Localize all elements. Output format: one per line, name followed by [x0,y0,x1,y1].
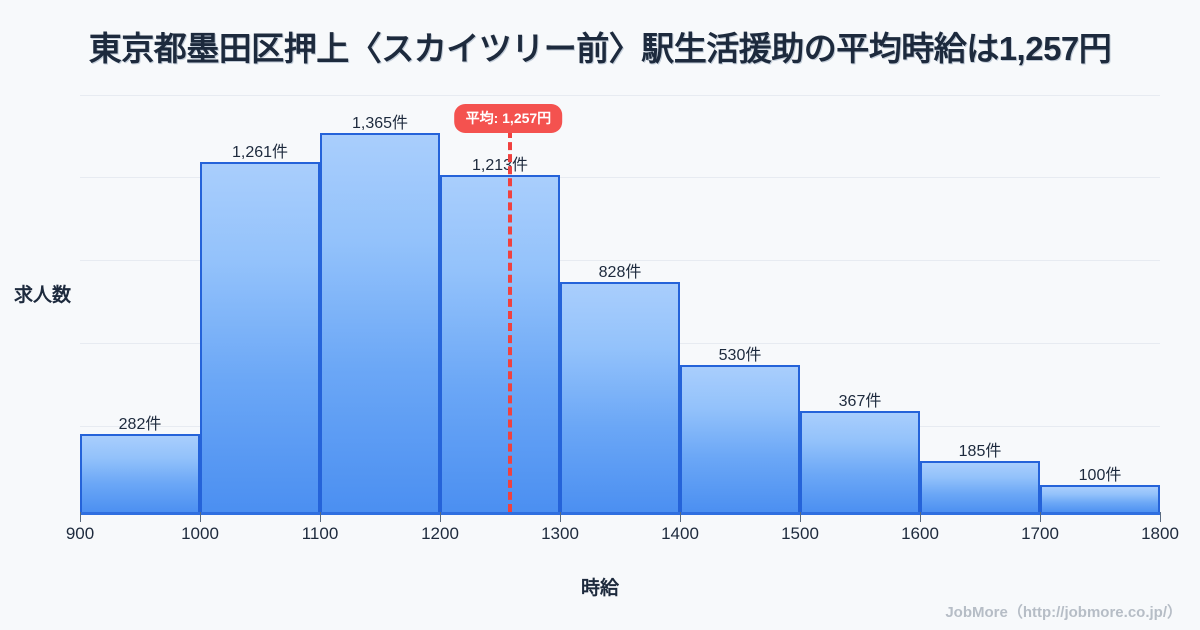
bar-value-label: 100件 [1078,467,1122,485]
gridline [80,260,1160,261]
average-line [508,130,513,512]
x-tick-mark [200,512,201,522]
bar[interactable] [440,174,560,513]
bar-value-label: 185件 [958,443,1002,461]
bar-value-label: 828件 [598,264,642,282]
x-tick-mark [1040,512,1041,522]
bar-value-label: 1,365件 [351,114,409,132]
footer-watermark: JobMore（http://jobmore.co.jp/） [945,604,1182,621]
bar[interactable] [800,410,920,513]
bar[interactable] [920,461,1040,513]
x-tick-label: 900 [65,524,95,543]
bar[interactable] [1040,485,1160,513]
x-tick-mark [920,512,921,522]
bar[interactable] [320,132,440,513]
bar[interactable] [560,282,680,513]
average-badge: 平均: 1,257円 [454,104,563,133]
y-axis-title: 求人数 [14,285,72,306]
x-tick-mark [440,512,441,522]
x-tick-mark [800,512,801,522]
x-tick-mark [680,512,681,522]
x-tick-label: 1300 [541,524,579,543]
x-tick-label: 1200 [421,524,459,543]
x-tick-label: 1700 [1021,524,1059,543]
bar-value-label: 1,213件 [471,156,529,174]
bar-value-label: 1,261件 [231,143,289,161]
x-tick-label: 1500 [781,524,819,543]
x-tick-mark [560,512,561,522]
bar[interactable] [680,365,800,513]
x-tick-label: 1100 [301,524,339,543]
x-tick-mark [320,512,321,522]
x-tick-mark [1160,512,1161,522]
bar[interactable] [200,161,320,513]
gridline [80,177,1160,178]
x-tick-mark [80,512,81,522]
bar-value-label: 367件 [838,392,882,410]
x-tick-label: 1000 [181,524,219,543]
gridline [80,95,1160,96]
bar-value-label: 282件 [118,416,162,434]
bar-value-label: 530件 [718,347,762,365]
x-tick-label: 1600 [901,524,939,543]
x-tick-label: 1400 [661,524,699,543]
x-axis-line [80,512,1161,515]
x-tick-label: 1800 [1141,524,1179,543]
bar[interactable] [80,434,200,513]
page-title: 東京都墨田区押上〈スカイツリー前〉駅生活援助の平均時給は1,257円 [88,30,1112,67]
x-axis-title: 時給 [580,578,619,599]
